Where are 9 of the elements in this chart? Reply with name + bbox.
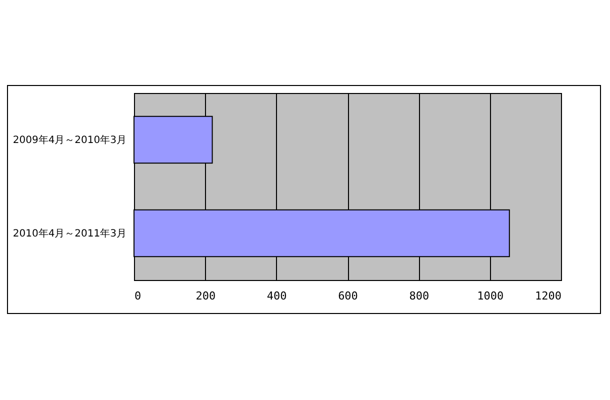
x-tick-label: 600 bbox=[338, 290, 358, 302]
x-tick-label: 400 bbox=[266, 290, 287, 302]
y-tick-label: 2009年4月～2010年3月 bbox=[12, 134, 126, 146]
x-tick-label: 1000 bbox=[477, 290, 504, 302]
x-tick-label: 0 bbox=[134, 290, 142, 302]
x-tick-label: 1200 bbox=[535, 290, 562, 302]
x-tick-label: 200 bbox=[196, 290, 216, 302]
x-tick-label: 800 bbox=[409, 290, 430, 302]
y-tick-label: 2010年4月～2011年3月 bbox=[12, 227, 126, 240]
